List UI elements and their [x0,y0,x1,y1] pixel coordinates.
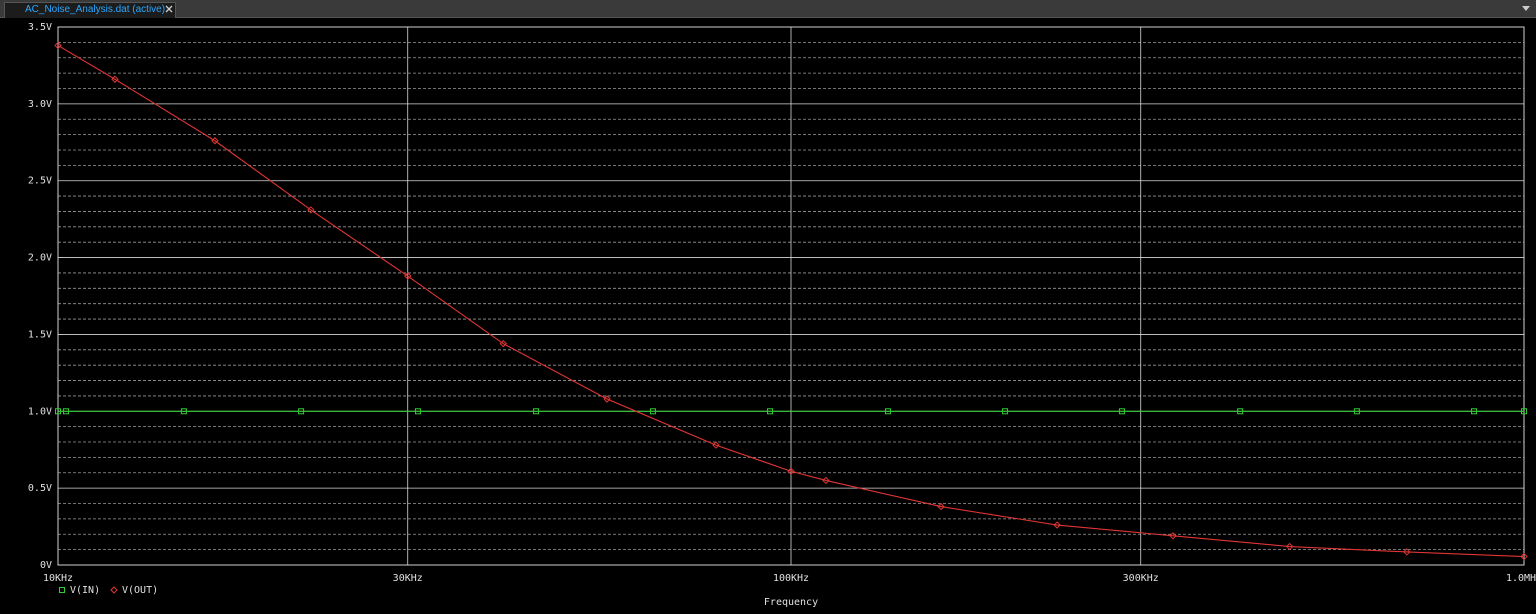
x-axis-label: Frequency [764,597,818,608]
chart: Frequency 0V 0.5V 1.0V 1.5V 2.0V 2.5V 3.0V 3.5V… [28,22,1536,608]
data-marker [1403,548,1411,556]
data-marker [1237,408,1244,415]
data-marker [1520,552,1528,561]
tab[interactable]: AC_Noise_Analysis.dat (active) [4,2,176,18]
data-marker [649,408,656,415]
data-marker [1353,408,1360,415]
data-marker [822,476,830,485]
y-tick-label: 3.5V [28,22,52,33]
legend-label: V(IN) [70,585,100,596]
data-marker [211,137,219,145]
data-marker [404,272,412,280]
x-tick-label: 1.0MHz [1506,573,1536,584]
y-tick-label: 2.5V [28,176,52,187]
data-marker [180,408,187,415]
y-tick-label: 0.5V [28,483,52,494]
data-marker [1470,408,1477,415]
data-marker [1521,408,1527,415]
data-marker [1053,521,1061,529]
x-tick-label: 300KHz [1123,573,1159,584]
data-marker [499,339,507,348]
data-marker [62,408,69,415]
data-marker [603,395,611,403]
data-marker [1002,408,1009,415]
dropdown-arrow[interactable] [1522,6,1530,12]
legend-marker [59,587,65,593]
data-marker [111,75,119,83]
data-marker [767,408,774,415]
data-marker [298,408,305,415]
tab-title: AC_Noise_Analysis.dat (active) [25,4,166,15]
legend-label: V(OUT) [122,585,158,596]
x-tick-label: 100KHz [773,573,809,584]
y-tick-label: 3.0V [28,99,52,110]
data-marker [307,206,315,214]
x-tick-label: 30KHz [393,573,423,584]
data-marker [884,408,891,415]
y-tick-label: 1.5V [28,329,52,340]
data-marker [1169,532,1177,540]
tab-close[interactable] [165,5,173,13]
tab-bar: AC_Noise_Analysis.dat (active) [0,0,1536,18]
data-marker [787,467,795,475]
legend-marker [110,586,118,594]
y-tick-label: 0V [40,560,52,571]
y-tick-label: 2.0V [28,253,52,264]
data-marker [937,502,945,511]
data-marker [712,441,720,449]
data-marker [55,408,61,415]
data-marker [1118,408,1125,415]
series-line [57,44,1525,558]
y-tick-label: 1.0V [28,406,52,417]
data-marker [1285,542,1294,551]
x-tick-label: 10KHz [43,573,73,584]
data-marker [414,408,421,415]
data-marker [54,41,62,50]
data-marker [533,408,540,415]
